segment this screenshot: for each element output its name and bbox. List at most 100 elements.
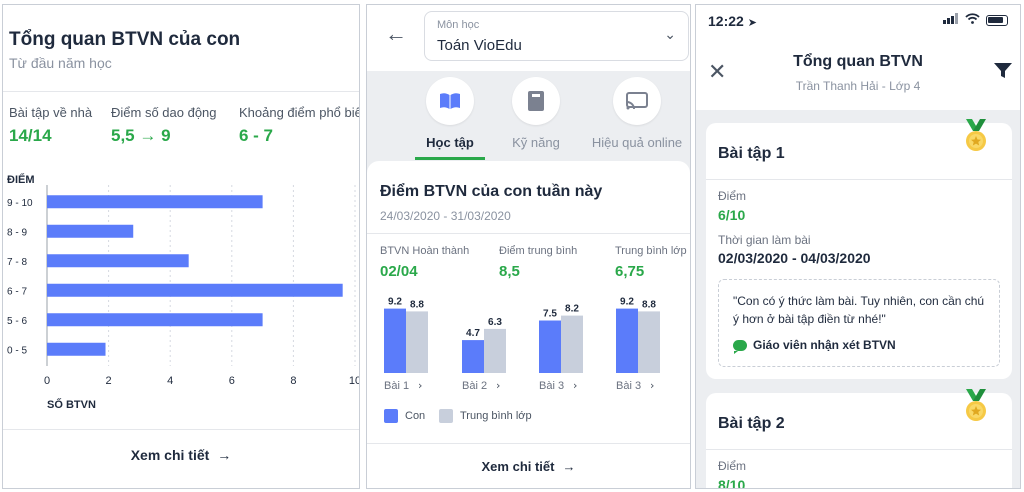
legend-con: Con — [384, 409, 425, 423]
chevron-right-icon: › — [496, 379, 500, 392]
back-arrow-icon[interactable]: ← — [385, 21, 407, 46]
close-icon[interactable]: ✕ — [708, 59, 727, 84]
card-title: Điểm BTVN của con tuần này — [380, 183, 603, 200]
header: 12:22 ➤ ✕ Tổng quan BTVN Trần Thanh Hải … — [696, 5, 1020, 110]
subject-select-value: Toán VioEdu — [437, 37, 522, 54]
y-axis-label: ĐIỂM — [7, 173, 35, 186]
page-title: Tổng quan BTVN của con — [9, 29, 241, 50]
chevron-right-icon: › — [650, 379, 654, 392]
teacher-comment-text: "Con có ý thức làm bài. Tuy nhiên, con c… — [733, 294, 985, 326]
bar — [406, 311, 428, 373]
divider — [3, 429, 359, 430]
y-tick-label: 9 - 10 — [7, 198, 33, 209]
divider — [367, 233, 690, 234]
chat-bubble-icon — [733, 339, 747, 354]
chevron-down-icon: ⌄ — [664, 26, 676, 42]
y-tick-label: 5 - 6 — [7, 316, 27, 327]
bar — [47, 195, 263, 209]
view-detail-label: Xem chi tiết — [481, 459, 555, 474]
card-date-range: 24/03/2020 - 31/03/2020 — [380, 209, 511, 223]
stat-value: 5,5 → 9 — [111, 126, 171, 145]
subject-select-label: Môn học — [437, 19, 480, 31]
data-label: 8.8 — [642, 299, 656, 310]
legend-label: Trung bình lớp — [460, 410, 532, 422]
divider — [706, 449, 1012, 450]
bar — [561, 315, 583, 373]
view-detail-label: Xem chi tiết — [130, 447, 210, 463]
teacher-comment-box: "Con có ý thức làm bài. Tuy nhiên, con c… — [718, 279, 1000, 367]
score-label: Điểm — [718, 189, 747, 203]
data-label: 7.5 — [543, 309, 557, 320]
homework-card[interactable]: Bài tập 2 Điểm 8/10 — [706, 389, 1012, 489]
weekly-scores-panel: ← Môn học Toán VioEdu ⌄ Học tập Kỹ năng … — [366, 4, 691, 489]
x-axis-label: SỐ BTVN — [47, 397, 96, 411]
chevron-right-icon: › — [418, 379, 422, 392]
stat-value: 8,5 — [499, 263, 520, 280]
time-label: Thời gian làm bài — [718, 233, 811, 247]
chevron-right-icon: › — [573, 379, 577, 392]
bar — [462, 340, 484, 373]
x-tick-label: 4 — [167, 375, 173, 387]
filter-icon[interactable] — [994, 63, 1012, 84]
cast-icon — [613, 77, 661, 125]
stat-label: Khoảng điểm phổ biến — [239, 105, 360, 120]
stat-label: BTVN Hoàn thành — [380, 245, 470, 257]
active-tab-indicator — [415, 157, 485, 160]
x-tick-label: 2 — [106, 375, 112, 387]
x-tick-label: 0 — [44, 375, 50, 387]
tab-label: Kỹ năng — [512, 135, 560, 150]
status-time: 12:22 ➤ — [708, 13, 757, 29]
signal-icon — [943, 13, 959, 27]
stat-homework-count: Bài tập về nhà 14/14 — [9, 105, 92, 146]
score-value: 8/10 — [718, 477, 746, 489]
time-value: 02/03/2020 - 04/03/2020 — [718, 250, 871, 266]
location-arrow-icon: ➤ — [747, 17, 757, 29]
stat-label: Bài tập về nhà — [9, 105, 93, 120]
subject-select[interactable]: Môn học Toán VioEdu ⌄ — [424, 11, 689, 61]
homework-card[interactable]: Bài tập 1 Điểm 6/10 Thời gian làm bài 02… — [706, 119, 1012, 379]
stat-score-range: Điểm số dao động 5,5 → 9 — [111, 105, 217, 146]
homework-overview-panel: Tổng quan BTVN của con Từ đầu năm học Bà… — [2, 4, 360, 489]
data-label: 9.2 — [620, 297, 634, 308]
data-label: 6.3 — [488, 317, 502, 328]
medal-icon — [962, 389, 990, 428]
score-value: 6/10 — [718, 207, 746, 223]
tab-ky-nang[interactable]: Kỹ năng — [491, 77, 581, 150]
tab-label: Học tập — [426, 135, 474, 150]
divider — [367, 443, 690, 444]
status-time-text: 12:22 — [708, 13, 744, 29]
data-label: 9.2 — [388, 297, 402, 308]
arrow-right-icon: → — [562, 459, 576, 474]
bar — [484, 328, 506, 373]
stat-value: 6 - 7 — [239, 126, 274, 145]
y-tick-label: 8 - 9 — [7, 227, 27, 238]
legend-label: Con — [405, 410, 426, 422]
x-tick-label: Bài 3 — [616, 380, 641, 392]
weekly-score-chart: 9.2 8.8 Bài 1 › 4.7 6.3 Bài 2 › 7.5 8.2 Bài 3 › 9.2 8… — [384, 297, 660, 392]
data-label: 8.8 — [410, 299, 424, 310]
bar — [616, 308, 638, 373]
battery-icon — [986, 14, 1008, 26]
medal-icon — [962, 119, 990, 158]
score-label: Điểm — [718, 459, 747, 473]
page-title: Tổng quan BTVN — [793, 53, 923, 70]
view-detail-link[interactable]: Xem chi tiết → — [367, 459, 690, 474]
tab-hieu-qua-online[interactable]: Hiệu quả online — [587, 77, 687, 150]
stat-common-range: Khoảng điểm phổ biến 6 - 7 — [239, 105, 360, 146]
status-icons — [943, 13, 1008, 27]
tab-hoc-tap[interactable]: Học tập — [405, 77, 495, 150]
x-tick-label: Bài 1 — [384, 380, 409, 392]
header: ← Môn học Toán VioEdu ⌄ — [367, 5, 690, 71]
y-tick-label: 6 - 7 — [7, 286, 27, 297]
bar — [384, 308, 406, 373]
view-detail-link[interactable]: Xem chi tiết → — [3, 447, 359, 463]
x-tick-label: 10 — [349, 375, 360, 387]
weekly-score-card: Điểm BTVN của con tuần này 24/03/2020 - … — [367, 161, 690, 488]
stat-label: Điểm số dao động — [111, 105, 217, 120]
bar — [539, 320, 561, 373]
bar — [47, 283, 343, 297]
stat-label: Trung bình lớp — [615, 245, 687, 257]
data-label: 4.7 — [466, 328, 480, 339]
page-subtitle: Từ đầu năm học — [9, 55, 112, 71]
stat-value: 02/04 — [380, 263, 418, 280]
